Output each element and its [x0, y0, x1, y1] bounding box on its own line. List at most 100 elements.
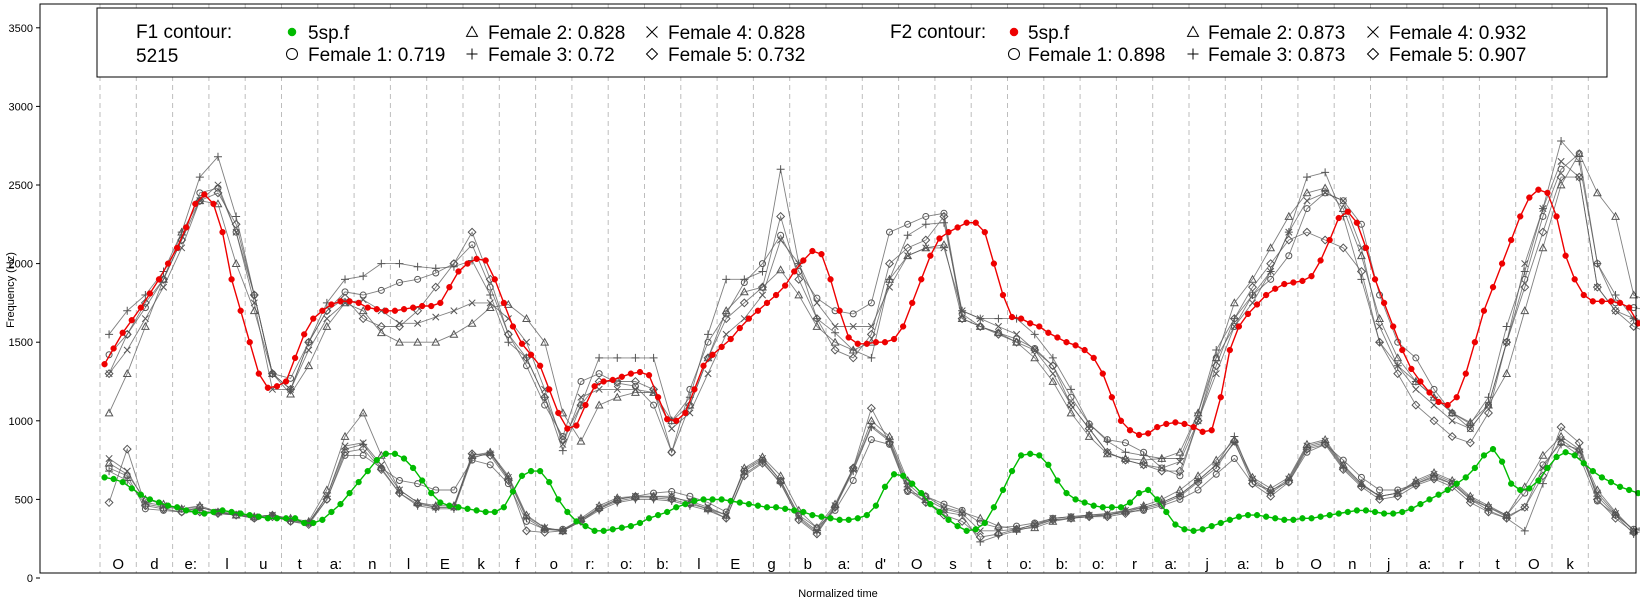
segment-label: O	[112, 556, 124, 573]
data-point	[809, 247, 816, 255]
data-point	[831, 328, 840, 337]
data-point	[104, 369, 114, 379]
data-point	[1320, 183, 1330, 192]
data-point	[809, 511, 816, 519]
data-point	[1426, 496, 1433, 503]
data-point	[972, 219, 979, 226]
data-point	[664, 508, 671, 516]
segment-label: t	[1495, 556, 1500, 573]
data-point	[1085, 419, 1094, 428]
data-point	[1616, 483, 1624, 490]
data-point	[1303, 197, 1311, 205]
data-point	[939, 211, 949, 221]
data-point	[1335, 214, 1342, 222]
data-point	[105, 467, 114, 476]
data-point	[1625, 304, 1633, 311]
data-point	[246, 511, 253, 519]
data-point	[468, 299, 476, 307]
data-point	[214, 181, 222, 189]
data-point	[836, 307, 843, 314]
data-point	[818, 513, 825, 520]
legend-f1-subtitle: 5215	[136, 46, 178, 67]
data-point	[467, 227, 477, 237]
data-point	[763, 504, 771, 511]
data-point	[304, 337, 314, 347]
data-point	[999, 291, 1007, 299]
data-point	[395, 278, 403, 286]
series-line	[108, 439, 1640, 530]
data-point	[1589, 467, 1596, 475]
data-point	[1194, 476, 1202, 485]
data-point	[1538, 450, 1548, 459]
data-point	[854, 340, 861, 347]
data-point	[631, 385, 639, 393]
data-point	[1199, 428, 1206, 435]
data-point	[1483, 507, 1493, 517]
data-point	[1412, 354, 1420, 362]
data-point	[618, 373, 625, 380]
data-point	[491, 508, 498, 516]
data-point	[105, 454, 113, 463]
data-point	[791, 268, 798, 275]
data-point	[1063, 339, 1070, 346]
data-point	[291, 354, 299, 362]
segment-label: e:	[184, 556, 197, 573]
data-point	[1072, 496, 1079, 503]
data-point	[1139, 455, 1149, 464]
data-point	[1589, 298, 1596, 305]
data-point	[178, 244, 186, 252]
data-point	[763, 299, 771, 307]
data-point	[981, 519, 988, 527]
data-point	[228, 276, 235, 283]
data-point	[1217, 394, 1224, 401]
data-point	[1030, 345, 1040, 355]
data-point	[1521, 260, 1529, 268]
data-point	[1502, 322, 1511, 331]
segment-label: E	[730, 556, 740, 573]
segment-label: b:	[1056, 556, 1069, 573]
data-point	[146, 290, 154, 297]
data-point	[903, 485, 913, 495]
data-point	[1574, 148, 1584, 157]
data-point	[1099, 504, 1106, 511]
data-point	[237, 510, 244, 517]
data-point	[1317, 257, 1324, 264]
data-point	[582, 401, 589, 409]
data-point	[1592, 494, 1602, 504]
data-point	[1084, 424, 1094, 434]
data-point	[359, 291, 367, 299]
data-point	[613, 353, 622, 362]
data-point	[940, 244, 948, 252]
data-point	[1376, 322, 1384, 331]
data-point	[546, 386, 553, 393]
data-point	[1556, 180, 1566, 189]
data-point	[1520, 502, 1530, 512]
data-point	[1462, 370, 1469, 377]
data-point	[1520, 526, 1529, 535]
data-point	[1045, 329, 1052, 336]
data-point	[395, 337, 404, 346]
data-point	[105, 351, 113, 359]
data-point	[382, 307, 390, 314]
segment-label: l	[407, 556, 410, 573]
data-point	[1030, 523, 1040, 532]
data-point	[431, 502, 441, 512]
data-point	[1557, 136, 1566, 145]
segment-label: j	[1204, 556, 1208, 573]
data-point	[1326, 511, 1333, 519]
data-point	[849, 322, 857, 331]
data-point	[1054, 334, 1061, 341]
data-point	[1517, 213, 1524, 220]
data-point	[264, 515, 272, 522]
data-point	[1335, 510, 1342, 517]
data-point	[267, 369, 277, 379]
data-point	[772, 291, 780, 299]
data-point	[1375, 494, 1385, 504]
data-point	[1593, 259, 1602, 268]
data-point	[1008, 467, 1016, 475]
legend-f2-entry-label: Female 1: 0.898	[1028, 45, 1165, 66]
data-point	[630, 387, 640, 396]
data-point	[745, 500, 753, 508]
data-point	[196, 503, 204, 511]
data-point	[414, 480, 422, 488]
